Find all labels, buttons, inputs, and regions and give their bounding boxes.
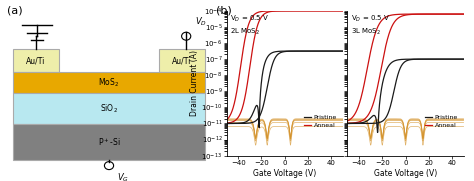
Bar bbox=[13, 124, 205, 160]
Bar bbox=[13, 93, 205, 124]
Text: $V_G$: $V_G$ bbox=[118, 171, 129, 181]
Bar bbox=[13, 49, 59, 72]
Legend: Pristine, Anneal: Pristine, Anneal bbox=[301, 112, 339, 131]
Text: V$_D$ = 0.5 V
2L MoS$_2$: V$_D$ = 0.5 V 2L MoS$_2$ bbox=[230, 14, 269, 37]
Text: (b): (b) bbox=[216, 5, 231, 15]
Legend: Pristine, Anneal: Pristine, Anneal bbox=[422, 112, 460, 131]
Bar bbox=[13, 72, 205, 93]
Text: (a): (a) bbox=[7, 5, 22, 15]
Text: Au/Ti: Au/Ti bbox=[173, 56, 191, 65]
Text: Au/Ti: Au/Ti bbox=[27, 56, 46, 65]
Bar bbox=[159, 49, 205, 72]
Y-axis label: Drain Current (A): Drain Current (A) bbox=[190, 50, 199, 116]
Text: $V_D$: $V_D$ bbox=[194, 16, 207, 28]
Text: P$^+$-Si: P$^+$-Si bbox=[98, 136, 120, 148]
Text: SiO$_2$: SiO$_2$ bbox=[100, 102, 118, 115]
X-axis label: Gate Voltage (V): Gate Voltage (V) bbox=[253, 169, 316, 178]
Text: V$_D$ = 0.5 V
3L MoS$_2$: V$_D$ = 0.5 V 3L MoS$_2$ bbox=[351, 14, 390, 37]
Text: MoS$_2$: MoS$_2$ bbox=[99, 76, 119, 89]
X-axis label: Gate Voltage (V): Gate Voltage (V) bbox=[374, 169, 437, 178]
